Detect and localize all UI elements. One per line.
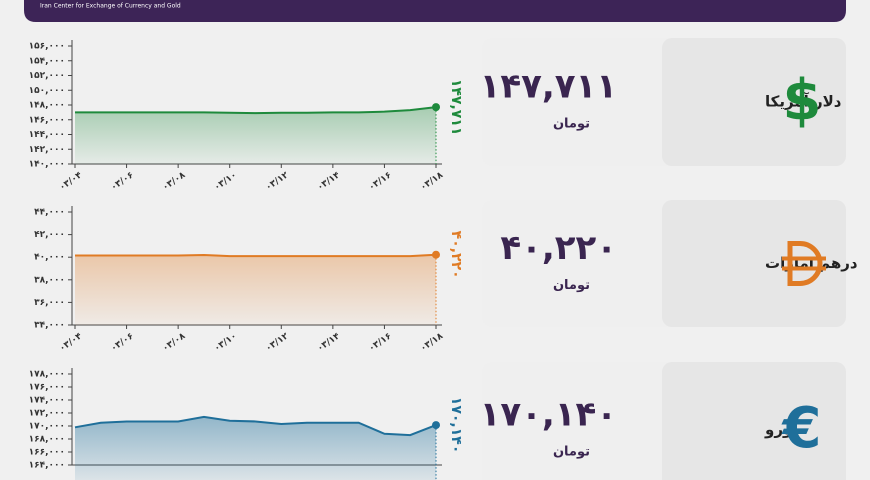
card-unit: تومان bbox=[553, 278, 590, 293]
card-symbol: $ bbox=[783, 68, 822, 133]
card-currency: دلار آمریکا bbox=[765, 93, 842, 111]
x-tick-label: ۰۳/۱۰ bbox=[212, 170, 238, 193]
y-tick-label: ۱۵۲,۰۰۰ bbox=[29, 71, 65, 81]
y-tick-label: ۴۰,۰۰۰ bbox=[34, 253, 65, 263]
x-tick-label: ۰۳/۰۶ bbox=[109, 331, 135, 354]
x-tick-label: ۰۳/۱۴ bbox=[316, 170, 343, 193]
x-tick-label: ۰۳/۱۲ bbox=[264, 170, 291, 193]
value-label: ۱۷۰,۱۴۰ bbox=[448, 397, 464, 454]
card-currency: یورو bbox=[764, 421, 798, 439]
line bbox=[75, 253, 437, 258]
x-tick-label: ۰۳/۰۸ bbox=[161, 331, 188, 354]
y-tick-label: ۱۴۲,۰۰۰ bbox=[29, 145, 65, 155]
area bbox=[75, 254, 436, 325]
value-label: ۴۰,۲۲۰ bbox=[448, 231, 464, 279]
header-bar bbox=[24, 0, 846, 22]
x-tick-label: ۰۳/۰۴ bbox=[58, 331, 85, 354]
charts: ۱۴۰,۰۰۰ ۱۴۲,۰۰۰ ۱۴۴,۰۰۰ ۱۴۶,۰۰۰ ۱۴۸,۰۰۰ ۱۵۰,۰… bbox=[29, 40, 464, 480]
end-point bbox=[432, 103, 440, 112]
card-symbol-icon bbox=[782, 241, 826, 286]
y-tick-label: ۱۴۸,۰۰۰ bbox=[29, 101, 65, 111]
area bbox=[75, 107, 436, 164]
y-tick-label: ۱۶۶,۰۰۰ bbox=[29, 448, 65, 458]
line-chart: ۳۴,۰۰۰ ۳۶,۰۰۰ ۳۸,۰۰۰ ۴۰,۰۰۰ ۴۲,۰۰۰ ۴۴,۰۰۰ ۰۳/۰… bbox=[34, 206, 464, 354]
header-subtitle: Iran Center for Exchange of Currency and… bbox=[40, 3, 181, 10]
card-symbol: € bbox=[781, 396, 822, 461]
x-tick-label: ۰۳/۱۸ bbox=[419, 331, 446, 354]
card-label-panel bbox=[662, 200, 846, 327]
y-tick-label: ۱۶۴,۰۰۰ bbox=[29, 461, 65, 471]
y-tick-label: ۱۴۴,۰۰۰ bbox=[29, 130, 65, 140]
y-tick-label: ۳۴,۰۰۰ bbox=[34, 321, 65, 331]
card-price: ۱۷۰,۱۴۰ bbox=[480, 395, 617, 435]
area bbox=[75, 416, 436, 480]
line bbox=[75, 106, 437, 115]
y-tick-label: ۱۵۰,۰۰۰ bbox=[29, 86, 65, 96]
card-price: ۱۴۷,۷۱۱ bbox=[480, 67, 617, 107]
y-tick-label: ۱۶۸,۰۰۰ bbox=[29, 435, 65, 445]
value-label: ۱۴۷,۷۱۱ bbox=[448, 79, 464, 136]
line-chart: ۱۶۴,۰۰۰ ۱۶۶,۰۰۰ ۱۶۸,۰۰۰ ۱۷۰,۰۰۰ ۱۷۲,۰۰۰ ۱۷۴,۰… bbox=[29, 368, 464, 480]
x-tick-label: ۰۳/۰۶ bbox=[109, 170, 135, 193]
end-point bbox=[432, 250, 440, 259]
card-unit: تومان bbox=[553, 117, 590, 132]
x-tick-label: ۰۳/۱۰ bbox=[212, 331, 238, 354]
card-unit: تومان bbox=[553, 445, 590, 460]
y-tick-label: ۱۴۶,۰۰۰ bbox=[29, 115, 65, 125]
end-point bbox=[432, 421, 440, 430]
y-tick-label: ۱۷۴,۰۰۰ bbox=[29, 396, 65, 406]
y-tick-label: ۴۴,۰۰۰ bbox=[34, 208, 65, 218]
line-chart: ۱۴۰,۰۰۰ ۱۴۲,۰۰۰ ۱۴۴,۰۰۰ ۱۴۶,۰۰۰ ۱۴۸,۰۰۰ ۱۵۰,۰… bbox=[29, 40, 464, 193]
x-tick-label: ۰۳/۱۲ bbox=[264, 331, 291, 354]
y-tick-label: ۱۵۴,۰۰۰ bbox=[29, 56, 65, 66]
y-tick-label: ۱۷۲,۰۰۰ bbox=[29, 409, 65, 419]
y-tick-label: ۱۵۶,۰۰۰ bbox=[29, 42, 65, 52]
y-tick-label: ۳۶,۰۰۰ bbox=[34, 298, 65, 308]
y-tick-label: ۱۴۰,۰۰۰ bbox=[29, 160, 65, 170]
x-tick-label: ۰۳/۰۴ bbox=[58, 170, 85, 193]
x-tick-label: ۰۳/۱۴ bbox=[316, 331, 343, 354]
y-tick-label: ۳۸,۰۰۰ bbox=[34, 275, 65, 285]
card-price: ۴۰,۲۲۰ bbox=[500, 228, 617, 268]
y-tick-label: ۱۷۸,۰۰۰ bbox=[29, 370, 65, 380]
card-label-panel bbox=[662, 362, 846, 480]
y-tick-label: ۱۷۰,۰۰۰ bbox=[29, 422, 65, 432]
x-tick-label: ۰۳/۰۸ bbox=[161, 170, 188, 193]
line bbox=[74, 415, 437, 437]
x-tick-label: ۰۳/۱۶ bbox=[367, 170, 393, 193]
card-label-panel bbox=[662, 38, 846, 166]
x-tick-label: ۰۳/۱۸ bbox=[419, 170, 446, 193]
y-tick-label: ۱۷۶,۰۰۰ bbox=[29, 383, 65, 393]
x-tick-label: ۰۳/۱۶ bbox=[367, 331, 393, 354]
y-tick-label: ۴۲,۰۰۰ bbox=[34, 230, 65, 240]
dirham-sign bbox=[787, 241, 823, 286]
